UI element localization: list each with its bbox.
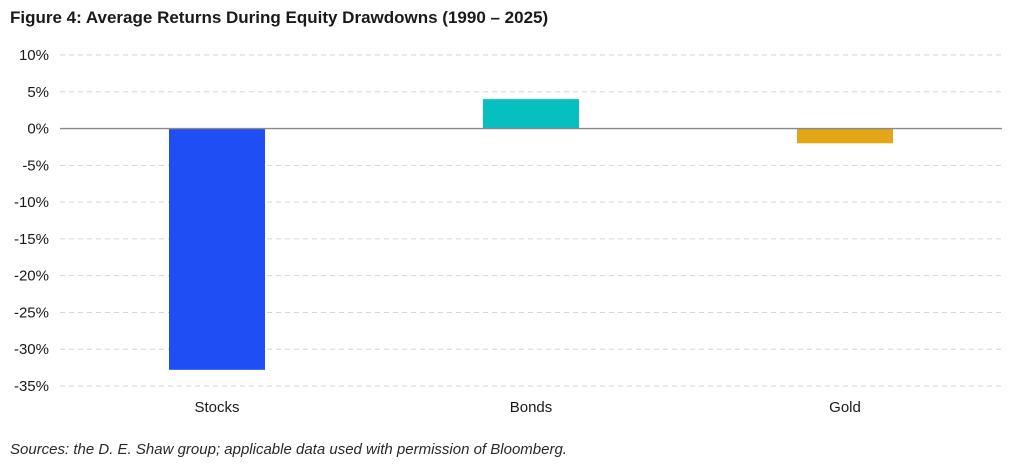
y-tick-label: -20% [14, 268, 49, 285]
x-tick-label: Bonds [510, 399, 553, 416]
y-axis-ticks: 10% 5% 0% -5% -10% -15% -20% -25% -30% -35% [14, 47, 49, 395]
bar-bonds [483, 99, 579, 129]
x-tick-label: Stocks [194, 399, 239, 416]
x-axis-labels: Stocks Bonds Gold [194, 399, 860, 416]
y-tick-label: 5% [27, 84, 49, 101]
bar-gold [797, 128, 893, 144]
y-tick-label: -25% [14, 304, 49, 321]
grid-lines [60, 54, 1002, 387]
y-tick-label: -30% [14, 341, 49, 358]
x-tick-label: Gold [829, 399, 861, 416]
source-note: Sources: the D. E. Shaw group; applicabl… [10, 441, 567, 458]
y-tick-label: 0% [27, 121, 49, 138]
y-tick-label: 10% [19, 47, 49, 64]
bars [169, 99, 893, 370]
y-tick-label: -35% [14, 378, 49, 395]
y-tick-label: -10% [14, 194, 49, 211]
bar-stocks [169, 128, 265, 370]
y-tick-label: -15% [14, 231, 49, 248]
chart-title: Figure 4: Average Returns During Equity … [10, 8, 549, 27]
y-tick-label: -5% [22, 157, 49, 174]
